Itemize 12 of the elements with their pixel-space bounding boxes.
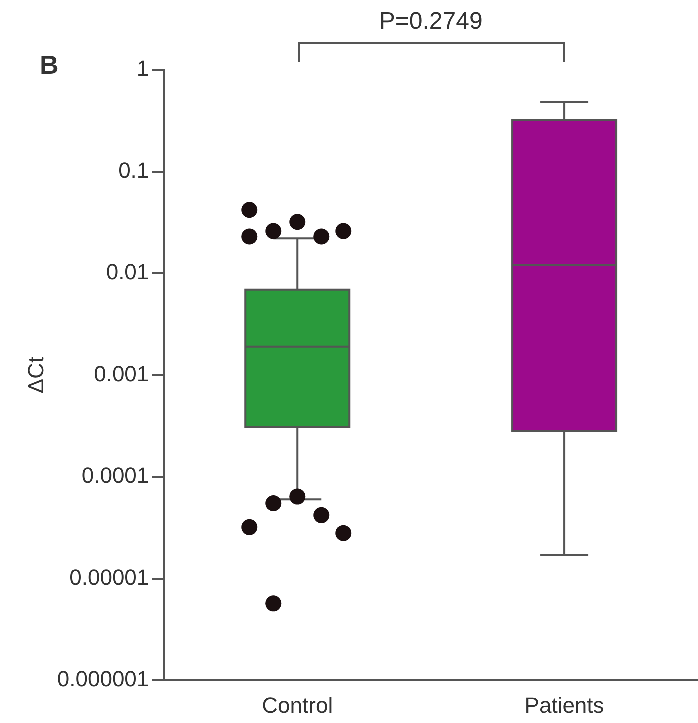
y-tick-label: 1 xyxy=(136,56,150,82)
y-tick-label: 0.001 xyxy=(94,361,150,386)
y-tick-label: 0.01 xyxy=(106,260,150,285)
y-tick-label: 0.000001 xyxy=(57,666,150,692)
text: B xyxy=(40,50,59,81)
x-tick-label: Patients xyxy=(524,692,604,718)
y-tick-label: 0.0001 xyxy=(82,463,150,488)
y-tick-label: 0.1 xyxy=(118,158,150,183)
x-tick-label: Control xyxy=(262,692,334,718)
y-axis-title: ΔCt xyxy=(23,356,48,394)
y-tick-label: 0.00001 xyxy=(70,564,150,590)
text: P=0.2749 xyxy=(379,8,483,36)
